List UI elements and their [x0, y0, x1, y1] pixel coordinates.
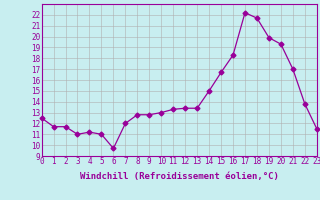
X-axis label: Windchill (Refroidissement éolien,°C): Windchill (Refroidissement éolien,°C): [80, 172, 279, 181]
